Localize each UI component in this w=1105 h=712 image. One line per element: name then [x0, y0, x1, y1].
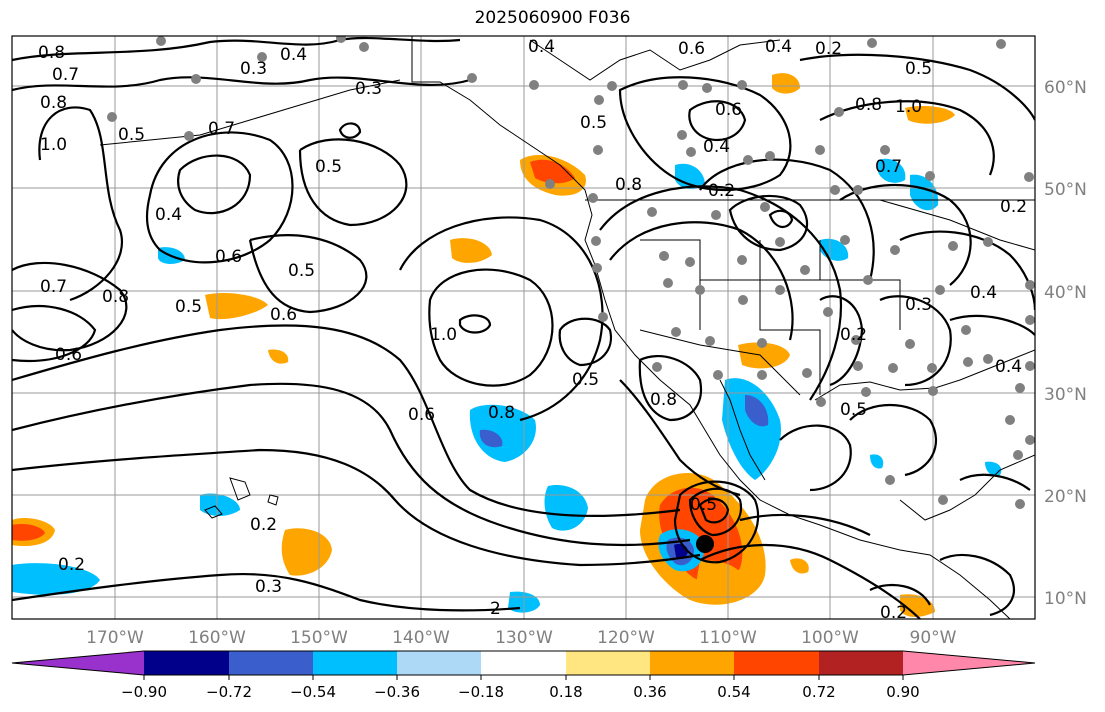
colorbar-segment: [903, 651, 1035, 675]
contour-label: 0.4: [703, 137, 730, 157]
contour-label: 0.4: [155, 205, 182, 225]
contour-labels: 0.8 0.7 0.8 1.0 0.5 0.3 0.4 0.3 0.7 0.5 …: [38, 37, 1027, 623]
contour-label: 0.5: [572, 370, 599, 390]
contour-label: 0.7: [875, 157, 902, 177]
figure-title: 2025060900 F036: [474, 8, 631, 28]
contour-label: 0.2: [840, 325, 867, 345]
colorbar-tick-label: 0.72: [802, 683, 835, 701]
contour-label: 0.3: [255, 577, 282, 597]
colorbar-tick-label: −0.18: [458, 683, 504, 701]
colorbar-tick-label: −0.90: [121, 683, 167, 701]
longitude-labels: 170°W 160°W 150°W 140°W 130°W 120°W 110°…: [86, 628, 957, 648]
contour-label: 0.8: [40, 93, 67, 113]
colorbar-segment: [481, 651, 566, 675]
latitude-labels: 60°N 50°N 40°N 30°N 20°N 10°N: [1044, 78, 1087, 609]
contour-label: 1.0: [430, 325, 457, 345]
colorbar-segment: [229, 651, 313, 675]
contour-label: 0.6: [215, 247, 242, 267]
colorbar-segment: [397, 651, 481, 675]
contour-label: 0.8: [488, 403, 515, 423]
contour-label: 0.4: [528, 37, 555, 57]
colorbar-tick-label: −0.36: [374, 683, 420, 701]
lon-label: 160°W: [188, 628, 246, 648]
contour-label: 0.8: [615, 175, 642, 195]
contour-label: 0.5: [690, 495, 717, 515]
contour-label: 0.5: [175, 297, 202, 317]
colorbar-segment: [144, 651, 229, 675]
colorbar-segment: [313, 651, 397, 675]
colorbar-segment: [734, 651, 819, 675]
colorbar-segment: [566, 651, 650, 675]
colorbar-tick-label: −0.54: [290, 683, 336, 701]
contour-label: 0.5: [840, 400, 867, 420]
contour-label: 0.4: [765, 37, 792, 57]
contour-label: 0.5: [905, 59, 932, 79]
colorbar-tick-label: −0.72: [206, 683, 252, 701]
contour-label: 0.2: [1000, 197, 1027, 217]
lon-label: 100°W: [801, 628, 859, 648]
colorbar-tick-label: 0.90: [886, 683, 919, 701]
contour-label: 0.6: [270, 305, 297, 325]
contour-label: 0.4: [995, 357, 1022, 377]
lat-label: 50°N: [1044, 180, 1087, 200]
contour-label: 0.2: [815, 39, 842, 59]
lat-label: 60°N: [1044, 78, 1087, 98]
contour-label: 0.8: [650, 390, 677, 410]
contour-label: 0.6: [55, 345, 82, 365]
contour-label: 0.3: [240, 59, 267, 79]
contour-label: 0.4: [280, 45, 307, 65]
lat-label: 20°N: [1044, 487, 1087, 507]
colorbar-tick-label: 0.18: [549, 683, 582, 701]
contour-label: 0.7: [208, 119, 235, 139]
contour-label: 1.0: [895, 97, 922, 117]
contour-label: 0.5: [118, 125, 145, 145]
colorbar-tick-labels: −0.90 −0.72 −0.54 −0.36 −0.18 0.18 0.36 …: [121, 683, 920, 701]
lon-label: 150°W: [290, 628, 348, 648]
map-frame: [11, 35, 1036, 620]
contour-label: 2: [490, 599, 501, 619]
contour-label: 0.2: [880, 603, 907, 623]
contour-label: 0.6: [408, 405, 435, 425]
graticule: [12, 36, 1035, 619]
contour-label: 0.8: [855, 95, 882, 115]
contour-label: 0.6: [678, 39, 705, 59]
colorbar-tick-label: 0.54: [717, 683, 750, 701]
lon-label: 130°W: [495, 628, 553, 648]
colorbar-segment: [650, 651, 734, 675]
contour-label: 0.5: [580, 113, 607, 133]
contour-label: 0.7: [40, 277, 67, 297]
colorbar-segment: [819, 651, 903, 675]
colorbar-ticks: [143, 675, 904, 680]
contour-label: 0.6: [715, 100, 742, 120]
lon-label: 170°W: [86, 628, 144, 648]
lat-label: 10°N: [1044, 589, 1087, 609]
lon-label: 110°W: [699, 628, 757, 648]
coastlines: [99, 36, 1035, 619]
contour-label: 0.2: [58, 555, 85, 575]
contour-label: 0.5: [315, 157, 342, 177]
contour-label: 0.8: [38, 43, 65, 63]
contour-lines: [12, 36, 1035, 619]
contour-label: 0.7: [52, 65, 79, 85]
lon-label: 120°W: [597, 628, 655, 648]
station-markers: [107, 36, 1035, 509]
contour-label: 0.3: [905, 295, 932, 315]
contour-label: 1.0: [40, 135, 67, 155]
contour-label: 0.3: [355, 79, 382, 99]
lon-label: 90°W: [910, 628, 957, 648]
contour-label: 0.4: [970, 283, 997, 303]
colorbar: −0.90 −0.72 −0.54 −0.36 −0.18 0.18 0.36 …: [11, 650, 1036, 701]
lon-label: 140°W: [392, 628, 450, 648]
colorbar-tick-label: 0.36: [633, 683, 666, 701]
lat-label: 30°N: [1044, 385, 1087, 405]
contour-label: 0.2: [708, 181, 735, 201]
lat-label: 40°N: [1044, 283, 1087, 303]
map-plot-area: 0.8 0.7 0.8 1.0 0.5 0.3 0.4 0.3 0.7 0.5 …: [12, 36, 1035, 623]
contour-label: 0.5: [288, 261, 315, 281]
cyclone-center-marker: [696, 535, 714, 553]
contour-label: 0.8: [102, 287, 129, 307]
contour-label: 0.2: [250, 515, 277, 535]
colorbar-segment: [12, 651, 144, 675]
